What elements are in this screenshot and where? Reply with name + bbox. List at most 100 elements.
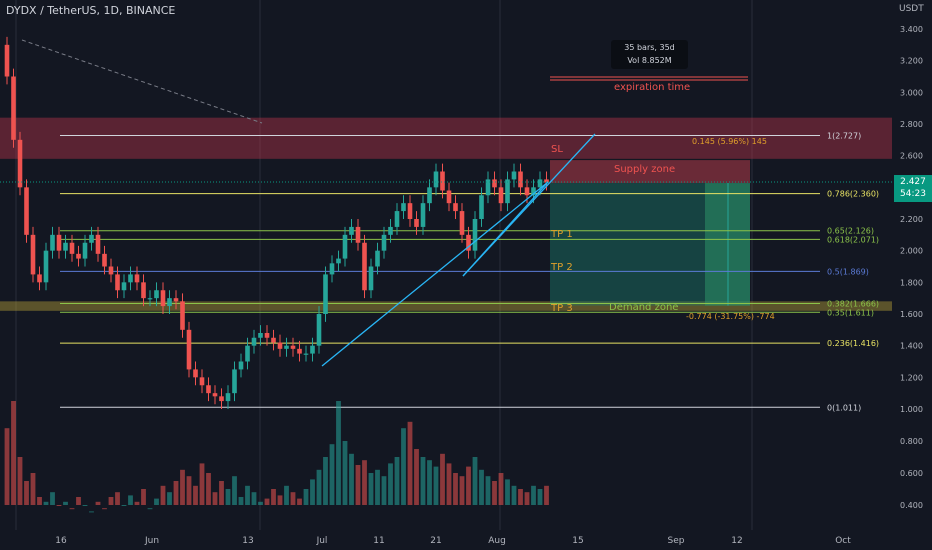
volume-bar [284,485,289,505]
volume-bar [368,473,374,505]
volume-bar [375,469,380,505]
fib-label-0.786: 0.786(2.360) [827,190,879,199]
bar-countdown: 54:23 [900,189,926,199]
price-tick: 2.800 [900,120,923,129]
candle [453,203,458,212]
volume-bar [290,492,296,505]
volume-bar [453,473,458,505]
volume-bar [173,481,179,505]
price-axis[interactable]: 3.4003.2003.0002.8002.6002.4002.2002.000… [900,25,923,510]
candle [24,187,29,235]
volume-bar [238,497,244,505]
time-axis[interactable]: 16 Jun 13 Jul 11 21 Aug 15 Sep 12 Oct [55,536,851,546]
volume-bar [206,473,211,505]
candle [381,234,387,251]
candle [56,234,62,251]
demand-zone-label: Demand zone [609,302,679,313]
candle [219,396,224,402]
time-tick: Sep [668,536,685,546]
candle [173,298,179,302]
candle [440,171,445,191]
volume-bar [303,489,309,505]
candle [479,195,484,219]
volume-bar [108,497,114,505]
volume-bar [310,479,315,505]
fib-label-0.236: 0.236(1.416) [827,339,879,348]
volume-bar [511,485,517,505]
candle [11,76,16,140]
price-tick: 1.800 [900,278,923,287]
candle [505,179,510,204]
price-tick: 0.800 [900,437,923,446]
candle [316,314,322,346]
volume-bar [24,481,29,505]
volume-bar [492,481,497,505]
candle [180,301,185,330]
target-gain-label: 0.145 (5.96%) 145 [692,137,767,146]
volume-bar [264,498,270,505]
stop-loss-label: -0.774 (-31.75%) -774 [686,312,775,321]
candle [160,290,166,307]
volume-bar [485,476,491,505]
volume-bar [329,444,335,505]
volume-bar [30,473,36,505]
time-tick: Jun [144,536,159,546]
candle [362,242,367,291]
volume-bar [128,495,133,505]
candle [349,226,354,235]
volume-bar [212,492,218,505]
candle [69,242,75,254]
fib-label-0.382: 0.382(1.666) [827,300,879,309]
candle [485,179,491,196]
candle [50,234,55,251]
supply-zone-label: Supply zone [614,164,676,175]
candle [238,361,244,370]
volume-bar [167,492,172,505]
volume-bar [466,466,471,505]
price-tick: 3.400 [900,25,923,34]
candle [186,329,192,370]
candle [89,234,94,243]
candle [199,377,205,386]
price-tick: 2.600 [900,152,923,161]
tp2-label: TP 2 [551,262,573,273]
candle [147,298,153,300]
time-tick: 13 [242,536,253,546]
grid [15,0,753,530]
price-tick: 3.200 [900,57,923,66]
candle [303,353,309,355]
last-price-tag: 2.427 54:23 [894,175,932,202]
candle [264,333,270,338]
candle [225,393,231,402]
candle [537,179,543,188]
volume-bar [271,489,276,505]
volume-bar [50,492,55,505]
candle [128,274,133,283]
volume-bar [17,457,23,505]
tp1-label: TP 1 [551,229,573,240]
time-tick: Jul [316,536,328,546]
volume-bar [186,476,192,505]
volume-bar [316,469,322,505]
volume-bar [472,457,478,505]
fib-label-0.618: 0.618(2.071) [827,235,879,244]
candle [102,253,107,267]
symbol-title[interactable]: DYDX / TetherUS, 1D, BINANCE [6,4,176,17]
volume-bar [69,508,75,510]
volume-bar [225,489,231,505]
volume-bar [37,497,42,505]
volume-bar [232,476,237,505]
volume-bar [63,501,68,505]
volume-bar [407,421,413,505]
candle [446,190,452,204]
candle [76,253,81,259]
candle [414,219,419,227]
drawings [0,39,892,367]
volume-bar [323,457,328,505]
candle [394,211,400,227]
candle [232,369,237,394]
volume-bar [479,469,484,505]
volume-bars [4,401,549,513]
volume-bar [459,476,465,505]
